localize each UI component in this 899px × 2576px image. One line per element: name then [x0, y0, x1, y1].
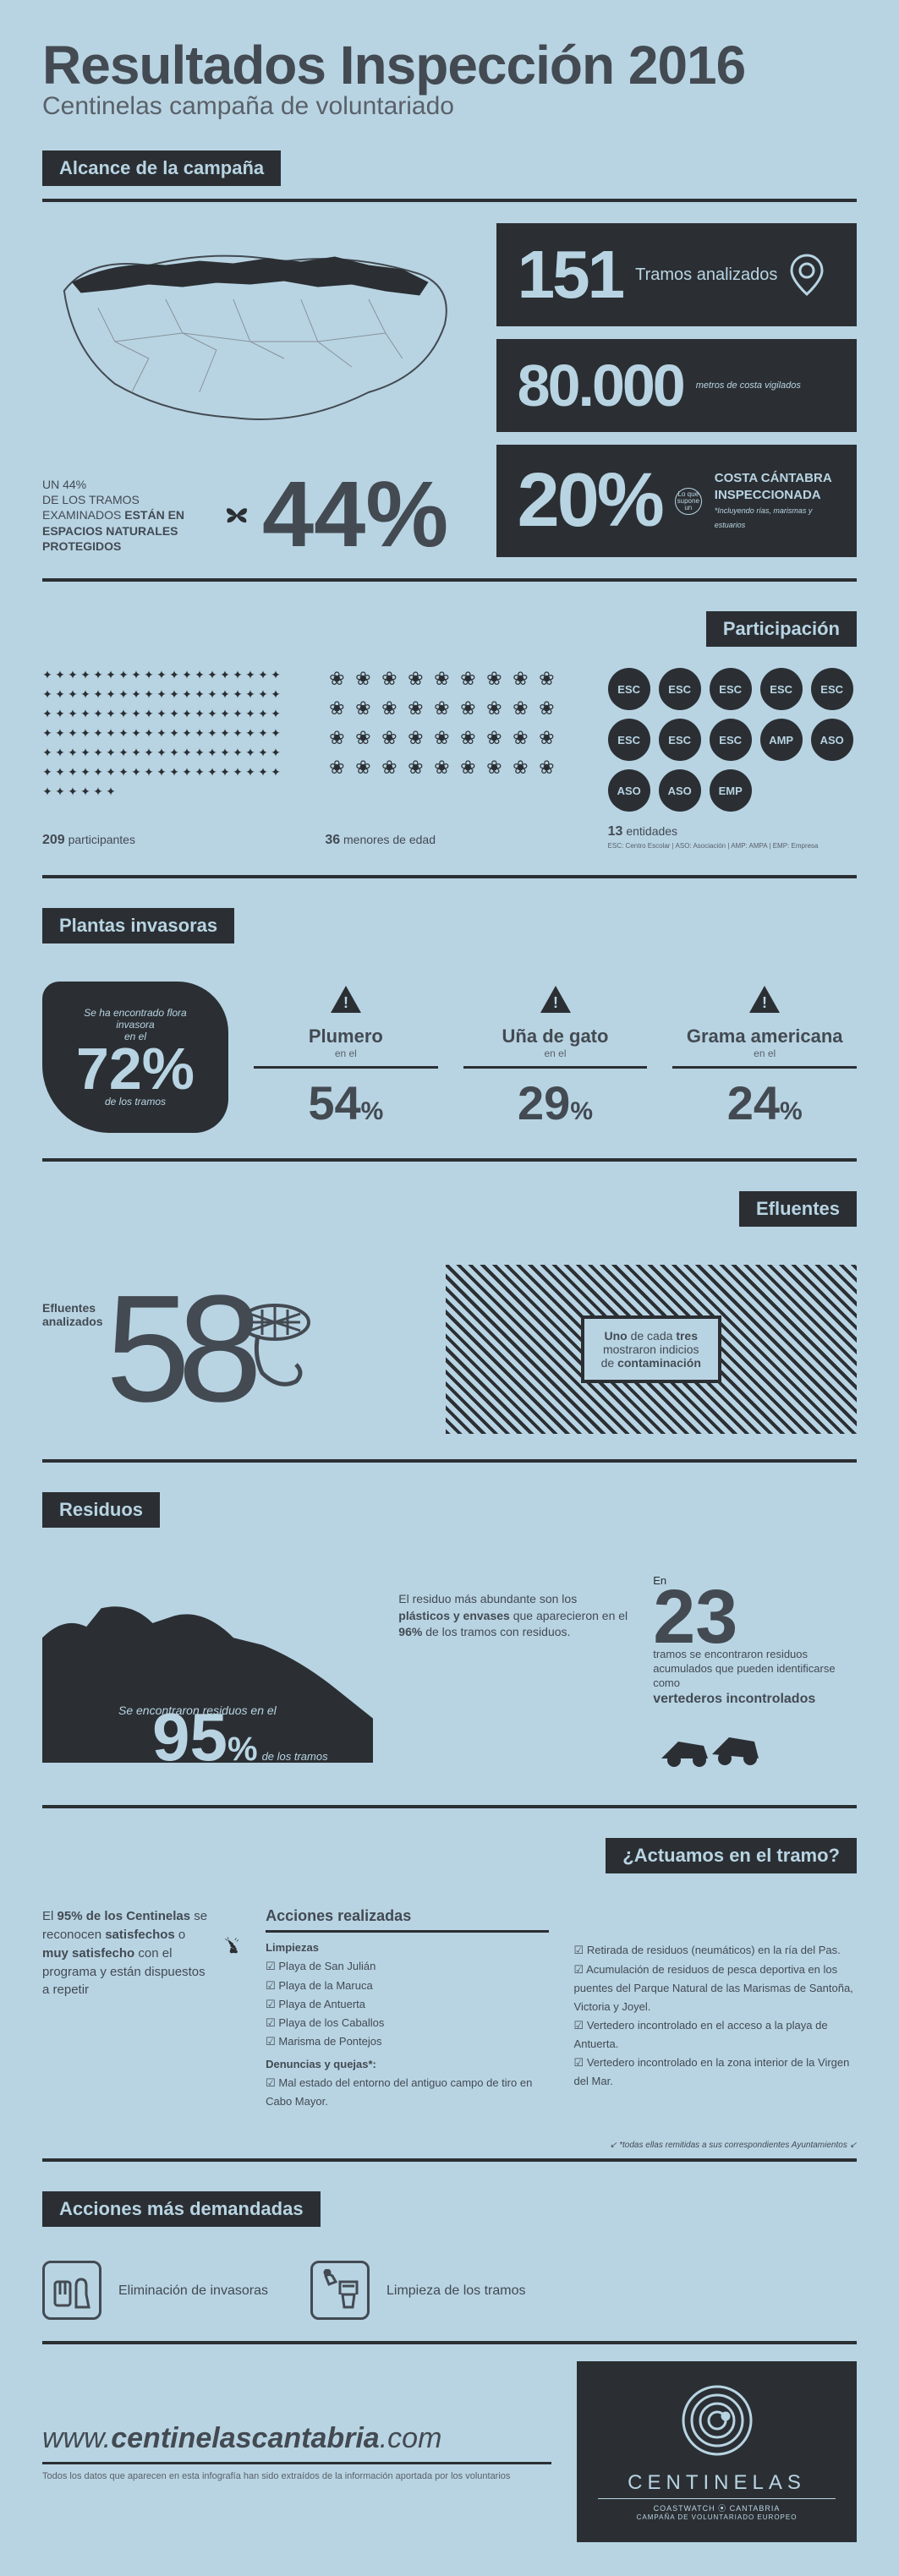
gloves-icon	[42, 2261, 101, 2320]
stat-costa: 20% Lo que supone un COSTA CÁNTABRA INSP…	[496, 445, 857, 557]
plant-una-gato: ! Uña de gato en el 29%	[463, 984, 648, 1130]
dump-icon	[653, 1716, 780, 1775]
efluentes-contamination: Uno de cada tres mostraron indicios de c…	[446, 1265, 858, 1434]
trash-bin-icon	[310, 2261, 370, 2320]
section-demandadas-header: Acciones más demandadas	[42, 2191, 321, 2227]
warning-icon: !	[539, 984, 573, 1015]
denuncias-list: Mal estado del entorno del antiguo campo…	[266, 2074, 548, 2111]
contamination-sign: Uno de cada tres mostraron indicios de c…	[581, 1315, 721, 1383]
stat-metros: 80.000 metros de costa vigilados	[496, 339, 857, 432]
stat-tramos: 151 Tramos analizados	[496, 223, 857, 326]
entities-grid: ESCESCESCESCESCESCESCESCAMPASOASOASOEMP	[608, 668, 857, 812]
plant-plumero: ! Plumero en el 54%	[254, 984, 438, 1130]
actuamos-footnote: ↙ *todas ellas remitidas a sus correspon…	[42, 2141, 857, 2150]
warning-icon: !	[748, 984, 781, 1015]
section-participacion-header: Participación	[706, 611, 857, 647]
svg-text:!: !	[343, 994, 348, 1011]
residuos-plastic-text: El residuo más abundante son los plástic…	[398, 1557, 628, 1780]
drain-icon	[237, 1288, 321, 1407]
plantas-badge: Se ha encontrado flora invasora en el 72…	[42, 982, 228, 1133]
section-residuos-header: Residuos	[42, 1492, 160, 1528]
satisfaction-text: El 95% de los Centinelas se reconocen sa…	[42, 1907, 211, 1999]
clapping-hands-icon	[223, 1907, 240, 1983]
svg-text:!: !	[553, 994, 558, 1011]
location-pin-icon	[790, 254, 824, 296]
acciones-heading: Acciones realizadas	[266, 1907, 548, 1933]
cantabria-map	[42, 223, 475, 460]
warning-icon: !	[329, 984, 363, 1015]
residuos-pile: Se encontraron residuos en el 95%de los …	[42, 1557, 373, 1777]
entities-count: 13 entidades	[608, 824, 857, 840]
page-subtitle: Centinelas campaña de voluntariado	[42, 92, 857, 121]
dem-eliminacion: Eliminación de invasoras	[42, 2261, 268, 2320]
footer-url: www.centinelascantabria.com	[42, 2422, 551, 2464]
footer-legal: Todos los datos que aparecen en esta inf…	[42, 2471, 551, 2481]
dem-limpieza: Limpieza de los tramos	[310, 2261, 526, 2320]
section-plantas-header: Plantas invasoras	[42, 908, 234, 943]
plant-grama: ! Grama americana en el 24%	[672, 984, 857, 1130]
footer-logo: CENTINELAS COASTWATCH ⦿ CANTABRIA CAMPAÑ…	[577, 2361, 857, 2542]
minors-grid: ❀❀❀❀❀❀❀❀❀❀❀❀❀❀❀❀❀❀❀❀❀❀❀❀❀❀❀❀❀❀❀❀❀❀❀❀	[325, 668, 573, 820]
section-efluentes-header: Efluentes	[739, 1191, 857, 1227]
alcance-pct: 44%	[262, 478, 448, 552]
participants-grid: ✦✦✦✦✦✦✦✦✦✦✦✦✦✦✦✦✦✦✦✦✦✦✦✦✦✦✦✦✦✦✦✦✦✦✦✦✦✦✦✦…	[42, 668, 291, 820]
svg-text:!: !	[762, 994, 767, 1011]
limpiezas-heading: Limpiezas	[266, 1941, 548, 1954]
actuamos-right-list: Retirada de residuos (neumáticos) en la …	[574, 1941, 857, 2091]
centinelas-logo-icon	[679, 2382, 755, 2458]
page-title: Resultados Inspección 2016	[42, 34, 857, 96]
participants-count: 209 participantes	[42, 833, 291, 848]
residuos-vertederos: En 23 tramos se encontraron residuos acu…	[653, 1557, 857, 1780]
efluentes-count: Efluentes analizados 58	[42, 1288, 420, 1410]
alcance-desc-text: UN 44% DE LOS TRAMOS EXAMINADOS ESTÁN EN…	[42, 477, 211, 554]
minors-count: 36 menores de edad	[325, 833, 573, 848]
section-alcance-header: Alcance de la campaña	[42, 150, 281, 186]
denuncias-heading: Denuncias y quejas*:	[266, 2058, 548, 2070]
entities-legend: ESC: Centro Escolar | ASO: Asociación | …	[608, 842, 857, 850]
limpiezas-list: Playa de San JuliánPlaya de la MarucaPla…	[266, 1957, 548, 2050]
butterfly-icon	[224, 502, 249, 528]
section-actuamos-header: ¿Actuamos en el tramo?	[606, 1838, 857, 1873]
